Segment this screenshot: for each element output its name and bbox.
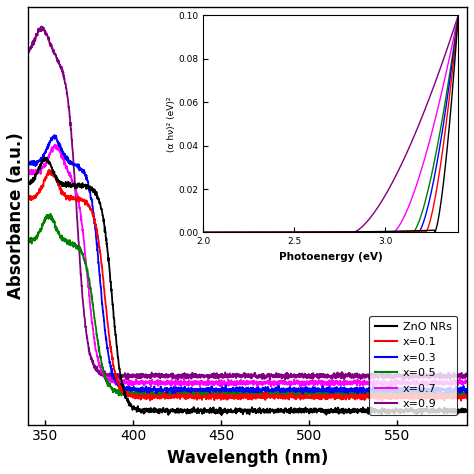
Y-axis label: Absorbance (a.u.): Absorbance (a.u.) (7, 132, 25, 299)
Legend: ZnO NRs, x=0.1, x=0.3, x=0.5, x=0.7, x=0.9: ZnO NRs, x=0.1, x=0.3, x=0.5, x=0.7, x=0… (369, 316, 457, 415)
X-axis label: Wavelength (nm): Wavelength (nm) (167, 449, 328, 467)
